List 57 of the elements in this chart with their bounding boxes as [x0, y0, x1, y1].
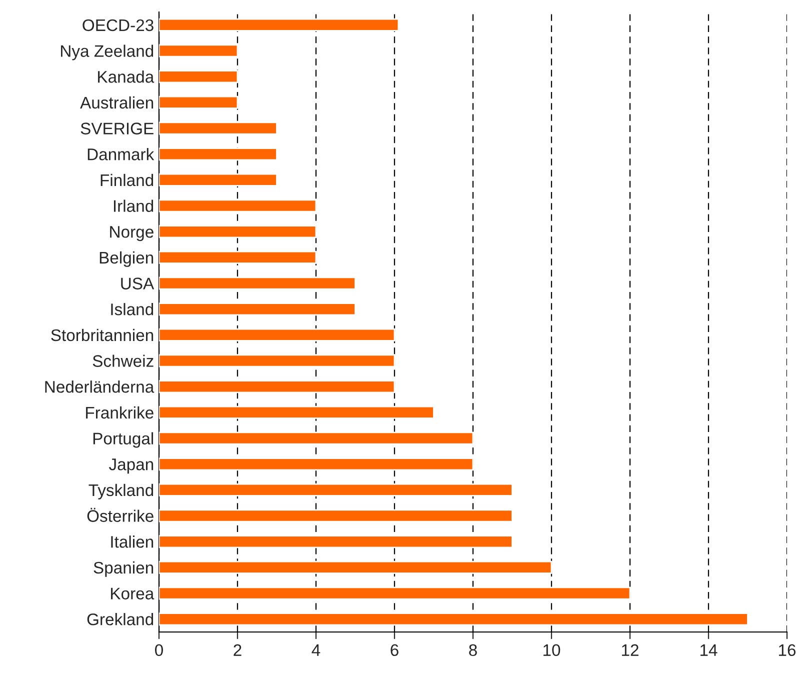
y-tick-label: Australien: [80, 96, 154, 109]
bar: [159, 173, 278, 186]
bar: [159, 354, 396, 368]
y-tick-label: OECD-23: [82, 19, 154, 32]
bar: [159, 250, 317, 264]
bar: [159, 458, 474, 471]
y-tick-label: Italien: [111, 536, 154, 548]
x-tick-label: 14: [700, 644, 718, 656]
bar: [159, 225, 317, 238]
y-tick-label: USA: [121, 278, 154, 290]
y-tick-label: Tyskland: [88, 484, 154, 500]
y-tick-label: Schweiz: [92, 354, 154, 367]
y-tick-label: Danmark: [88, 148, 154, 160]
y-tick-label: Österrike: [87, 508, 154, 522]
x-tick-label: 16: [779, 644, 796, 656]
bar: [159, 612, 748, 626]
bar: [159, 406, 434, 419]
y-tick-label: SVERIGE: [80, 122, 154, 134]
bar: [159, 380, 396, 394]
bar: [159, 302, 356, 316]
x-tick-label: 8: [469, 644, 477, 656]
x-tick-label: 6: [390, 644, 398, 656]
bar: [159, 148, 278, 161]
y-tick-label: Japan: [108, 458, 154, 474]
bar: [159, 586, 631, 600]
x-tick-label: 4: [312, 644, 320, 656]
bar: [159, 96, 238, 109]
y-tick-label: Korea: [111, 588, 154, 600]
bar: [159, 509, 513, 522]
y-tick-label: Finland: [100, 174, 154, 186]
y-tick-label: Portugal: [93, 432, 154, 448]
bar: [159, 432, 474, 445]
y-tick-label: Belgien: [100, 251, 154, 267]
y-tick-label: Nederländerna: [45, 380, 154, 393]
y-tick-label: Frankrike: [86, 406, 154, 419]
bar: [159, 276, 356, 290]
x-tick-label: 10: [544, 644, 560, 656]
bar: [159, 122, 278, 135]
y-tick-label: Kanada: [98, 70, 154, 83]
y-tick-label: Island: [111, 303, 154, 316]
bar: [159, 535, 513, 548]
y-tick-label: Irland: [114, 200, 154, 212]
bar: [159, 44, 238, 58]
bar: [159, 483, 513, 496]
y-tick-label: Storbritannien: [51, 328, 154, 342]
bar: [159, 18, 400, 32]
bar: [159, 70, 238, 84]
y-tick-label: Nya Zeeland: [61, 44, 154, 60]
x-tick-label: 0: [155, 644, 163, 656]
y-tick-label: Norge: [110, 226, 154, 242]
x-tick-label: 12: [622, 644, 638, 656]
bar: [159, 199, 317, 212]
bar: [159, 560, 552, 574]
y-tick-label: Spanien: [94, 561, 154, 577]
y-tick-label: Grekland: [87, 613, 154, 626]
x-tick-label: 2: [234, 644, 242, 656]
bar: [159, 328, 396, 342]
